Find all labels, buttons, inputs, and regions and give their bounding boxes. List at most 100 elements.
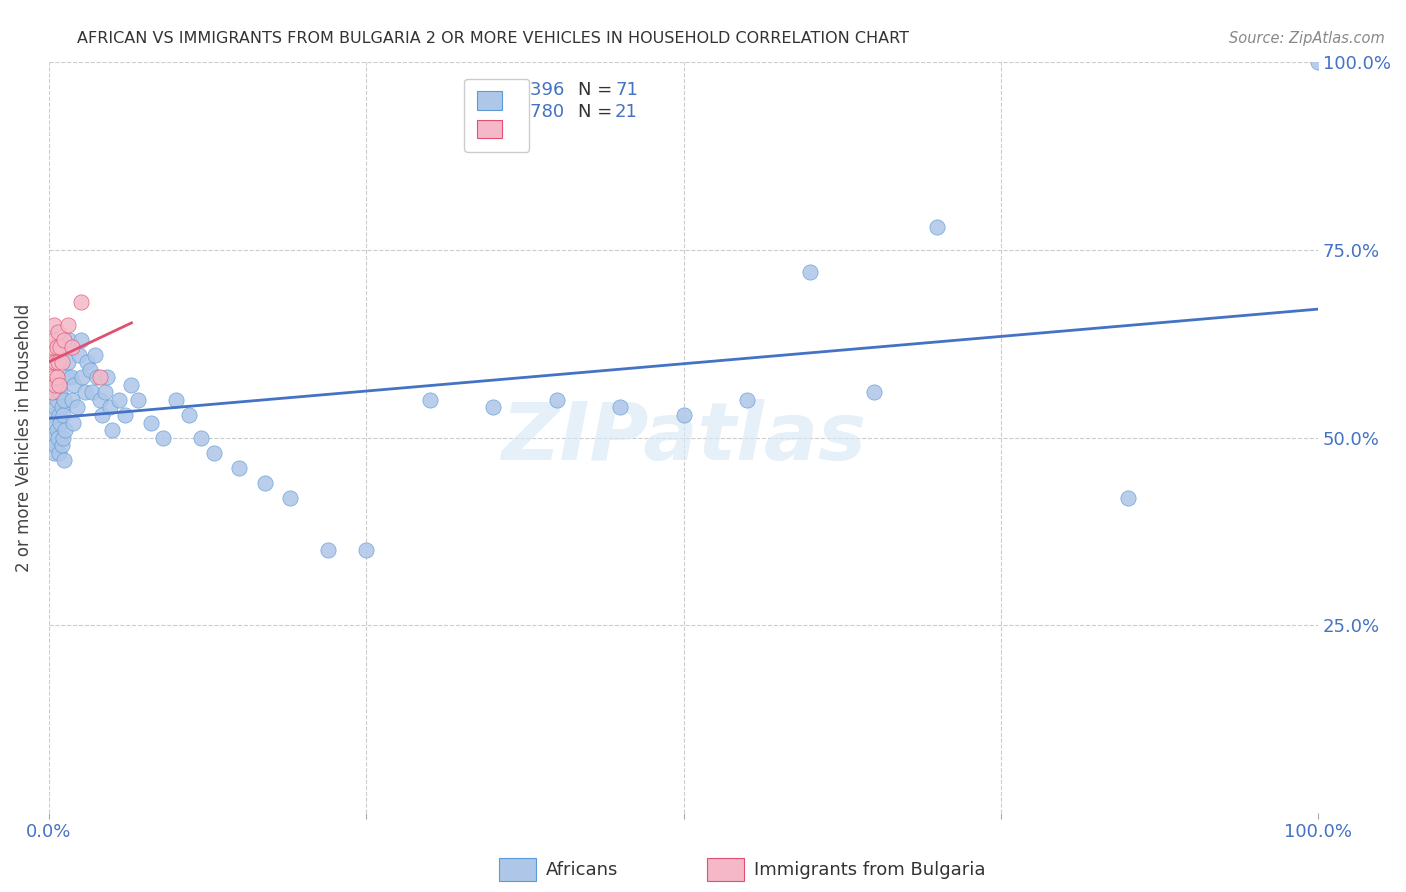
Point <box>52 430 75 444</box>
Point <box>41 408 63 422</box>
Text: Source: ZipAtlas.com: Source: ZipAtlas.com <box>1229 31 1385 46</box>
Point <box>42 445 65 459</box>
Point <box>45 423 67 437</box>
Point <box>42 430 65 444</box>
Point <box>42 370 65 384</box>
Point <box>60 340 83 354</box>
Point <box>44 438 66 452</box>
Point <box>139 416 162 430</box>
Y-axis label: 2 or more Vehicles in Household: 2 or more Vehicles in Household <box>15 303 32 572</box>
Point <box>89 370 111 384</box>
Point <box>45 340 67 354</box>
Point <box>863 385 886 400</box>
Point <box>44 355 66 369</box>
Point <box>86 370 108 384</box>
Point <box>55 423 77 437</box>
Point <box>419 392 441 407</box>
Point <box>70 370 93 384</box>
Point <box>89 392 111 407</box>
Point <box>46 430 69 444</box>
Point <box>1308 55 1330 70</box>
Point <box>46 326 69 340</box>
Point <box>101 423 124 437</box>
Legend: , : , <box>464 78 529 152</box>
Point <box>482 401 505 415</box>
Point <box>83 348 105 362</box>
Point <box>51 438 73 452</box>
Point <box>94 385 117 400</box>
Point <box>82 385 104 400</box>
Point <box>53 453 76 467</box>
Point <box>53 333 76 347</box>
Point <box>42 318 65 332</box>
Text: R =: R = <box>474 103 513 121</box>
Point <box>114 408 136 422</box>
Point <box>46 385 69 400</box>
Point <box>73 385 96 400</box>
Point <box>52 408 75 422</box>
Point <box>60 392 83 407</box>
Point <box>672 408 695 422</box>
Point <box>107 392 129 407</box>
Point <box>46 355 69 369</box>
Text: Immigrants from Bulgaria: Immigrants from Bulgaria <box>754 861 986 879</box>
Point <box>735 392 758 407</box>
Point <box>49 385 72 400</box>
Point <box>67 348 90 362</box>
Point <box>39 378 62 392</box>
Point <box>44 401 66 415</box>
Point <box>48 378 70 392</box>
Point <box>49 340 72 354</box>
Point <box>55 370 77 384</box>
Text: N =: N = <box>578 103 619 121</box>
Point <box>799 265 821 279</box>
Point <box>56 318 79 332</box>
Point <box>253 475 276 490</box>
Point <box>42 416 65 430</box>
Point <box>76 355 98 369</box>
Point <box>127 392 149 407</box>
Point <box>316 543 339 558</box>
Point <box>121 378 143 392</box>
Text: 0.396: 0.396 <box>513 81 565 99</box>
Point <box>69 333 91 347</box>
Point <box>51 401 73 415</box>
Point <box>45 370 67 384</box>
Point <box>42 333 65 347</box>
Point <box>66 401 89 415</box>
Point <box>228 460 250 475</box>
Point <box>91 408 114 422</box>
Text: N =: N = <box>578 81 619 99</box>
Point <box>202 445 225 459</box>
Text: ZIPatlas: ZIPatlas <box>501 399 866 476</box>
Point <box>927 220 949 235</box>
Point <box>48 445 70 459</box>
Point <box>190 430 212 444</box>
Point <box>56 355 79 369</box>
Point <box>58 333 80 347</box>
Point <box>42 378 65 392</box>
Point <box>59 370 82 384</box>
Point <box>278 491 301 505</box>
Text: 21: 21 <box>614 103 638 121</box>
Point <box>48 408 70 422</box>
Text: R =: R = <box>474 81 513 99</box>
Point <box>63 378 86 392</box>
Point <box>42 340 65 354</box>
Text: Africans: Africans <box>546 861 617 879</box>
Point <box>44 378 66 392</box>
Point <box>49 416 72 430</box>
Point <box>79 363 101 377</box>
Point <box>609 401 631 415</box>
Point <box>165 392 187 407</box>
Point <box>98 401 121 415</box>
Point <box>41 385 63 400</box>
Text: 71: 71 <box>614 81 638 99</box>
Point <box>51 355 73 369</box>
Text: AFRICAN VS IMMIGRANTS FROM BULGARIA 2 OR MORE VEHICLES IN HOUSEHOLD CORRELATION : AFRICAN VS IMMIGRANTS FROM BULGARIA 2 OR… <box>77 31 910 46</box>
Text: 0.780: 0.780 <box>513 103 565 121</box>
Point <box>96 370 118 384</box>
Point <box>62 416 84 430</box>
Point <box>41 355 63 369</box>
Point <box>1116 491 1139 505</box>
